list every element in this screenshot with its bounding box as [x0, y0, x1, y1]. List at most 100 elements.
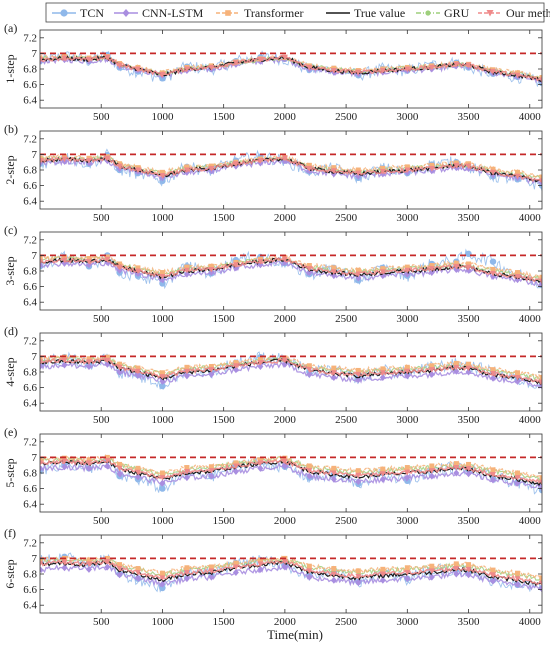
data-point-cnn-lstm — [428, 573, 435, 581]
data-point-our-method — [428, 165, 435, 172]
legend-marker — [486, 10, 494, 17]
y-tick-label: 6.6 — [23, 483, 37, 495]
data-point-cnn-lstm — [465, 470, 472, 478]
legend-marker — [225, 10, 231, 16]
series-line-transformer — [40, 354, 542, 381]
data-point-transformer — [466, 461, 472, 467]
data-point-our-method — [257, 460, 264, 466]
data-point-our-method — [330, 68, 337, 74]
x-tick-label: 3500 — [458, 515, 481, 527]
data-point-cnn-lstm — [183, 372, 190, 380]
data-point-transformer — [380, 366, 386, 372]
data-point-transformer — [40, 557, 43, 563]
data-point-our-method — [61, 257, 68, 264]
data-point-our-method — [281, 458, 288, 465]
legend-label: CNN-LSTM — [142, 6, 204, 20]
data-point-our-method — [116, 163, 123, 170]
x-tick-label: 1500 — [213, 111, 236, 123]
data-point-our-method — [281, 256, 288, 263]
data-point-our-method — [539, 77, 542, 83]
data-point-our-method — [379, 370, 386, 376]
data-point-our-method — [134, 268, 141, 274]
data-point-transformer — [135, 465, 141, 471]
data-point-transformer — [117, 461, 123, 467]
panel-2: 500 1000 1500 2000 2500 3000 3500 4000 6.4 6.6 6.8… — [3, 122, 543, 224]
data-point-transformer — [208, 364, 214, 370]
data-point-cnn-lstm — [404, 575, 411, 583]
data-point-transformer — [380, 466, 386, 472]
y-axis-label: 4-step — [3, 357, 17, 386]
data-point-transformer — [490, 367, 496, 373]
x-tick-label: 3000 — [396, 515, 419, 527]
data-point-our-method — [404, 469, 411, 476]
panel-5: 500 1000 1500 2000 2500 3000 3500 4000 6.4 6.6 6.8… — [3, 425, 543, 527]
y-tick-label: 6.8 — [23, 64, 37, 76]
data-point-our-method — [465, 163, 472, 170]
data-point-transformer — [539, 274, 542, 280]
data-point-cnn-lstm — [85, 565, 92, 573]
x-tick-label: 2500 — [335, 515, 358, 527]
y-tick-label: 6.8 — [23, 468, 37, 480]
data-point-transformer — [490, 567, 496, 573]
x-tick-label: 3000 — [396, 111, 419, 123]
data-point-transformer — [306, 563, 312, 569]
data-point-our-method — [281, 54, 288, 61]
data-point-transformer — [208, 263, 214, 269]
data-point-transformer — [331, 465, 337, 471]
y-axis-label: 5-step — [3, 458, 17, 487]
data-point-transformer — [380, 566, 386, 572]
data-point-transformer — [159, 470, 165, 476]
data-point-transformer — [429, 363, 435, 369]
data-point-transformer — [208, 464, 214, 470]
data-point-our-method — [379, 68, 386, 74]
data-point-transformer — [184, 164, 190, 170]
data-point-our-method — [257, 57, 264, 63]
data-point-cnn-lstm — [428, 472, 435, 480]
data-point-cnn-lstm — [355, 478, 362, 486]
data-point-our-method — [208, 468, 215, 474]
x-tick-label: 4000 — [519, 313, 542, 325]
data-point-our-method — [85, 259, 92, 265]
series-line-our-method — [40, 559, 542, 586]
data-point-cnn-lstm — [330, 576, 337, 584]
data-point-tcn — [489, 258, 497, 265]
data-point-transformer — [466, 562, 472, 568]
data-point-our-method — [40, 57, 43, 63]
data-point-our-method — [306, 266, 313, 272]
data-point-our-method — [232, 161, 239, 167]
legend-label: TCN — [80, 6, 104, 20]
data-point-transformer — [331, 165, 337, 171]
data-point-cnn-lstm — [379, 475, 386, 483]
data-point-cnn-lstm — [404, 474, 411, 482]
x-tick-label: 500 — [93, 515, 110, 527]
data-point-our-method — [514, 374, 521, 381]
y-tick-label: 6.4 — [23, 398, 37, 410]
data-point-transformer — [117, 361, 123, 367]
data-point-cnn-lstm — [116, 571, 123, 579]
data-point-our-method — [428, 468, 435, 474]
data-point-cnn-lstm — [428, 370, 435, 378]
data-point-transformer — [466, 361, 472, 367]
data-point-our-method — [306, 165, 313, 172]
y-tick-label: 7 — [32, 250, 38, 262]
legend-item-gru: GRU — [416, 6, 470, 20]
data-point-our-method — [281, 559, 288, 565]
data-point-our-method — [232, 463, 239, 469]
x-tick-label: 4000 — [519, 515, 542, 527]
y-axis-label: 2-step — [3, 155, 17, 184]
data-point-our-method — [116, 465, 123, 472]
data-point-transformer — [86, 256, 92, 262]
data-point-transformer — [184, 565, 190, 571]
data-point-our-method — [104, 559, 111, 565]
data-point-transformer — [404, 565, 410, 571]
legend-marker — [60, 9, 68, 17]
data-point-our-method — [453, 61, 460, 68]
data-point-transformer — [331, 365, 337, 371]
x-tick-label: 3500 — [458, 616, 481, 628]
x-tick-label: 1000 — [151, 414, 174, 426]
legend-label: True value — [354, 6, 405, 20]
data-point-transformer — [135, 566, 141, 572]
data-point-our-method — [116, 62, 123, 69]
x-tick-label: 3000 — [396, 616, 419, 628]
